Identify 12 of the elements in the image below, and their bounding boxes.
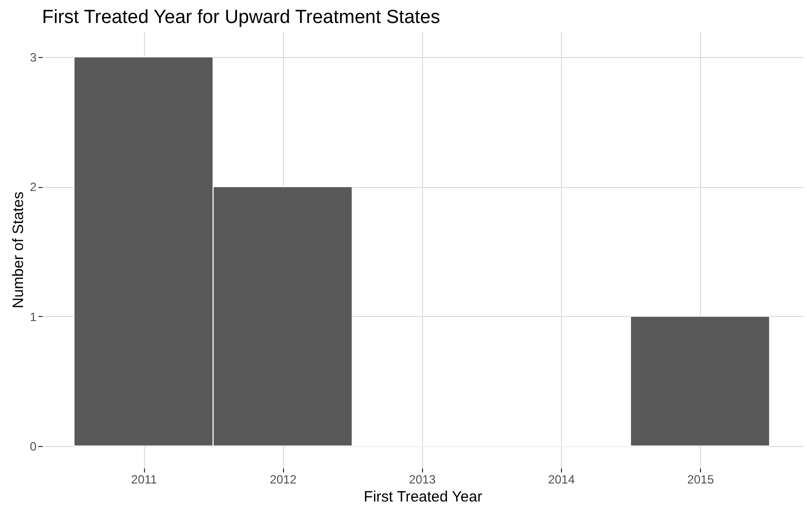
x-tick-label: 2015 xyxy=(687,472,714,486)
y-tick-label: 1 xyxy=(30,310,37,324)
x-tick-label: 2014 xyxy=(548,472,576,486)
y-tick-label: 2 xyxy=(30,180,37,194)
x-tick-label: 2013 xyxy=(408,472,436,486)
y-tick-label: 0 xyxy=(30,439,37,454)
chart-title: First Treated Year for Upward Treatment States xyxy=(42,7,440,28)
y-axis-title: Number of States xyxy=(10,192,27,308)
x-axis-title: First Treated Year xyxy=(364,488,482,506)
y-tick-label: 3 xyxy=(30,50,37,64)
x-tick-label: 2011 xyxy=(131,472,158,486)
x-tick-label: 2012 xyxy=(270,472,297,486)
